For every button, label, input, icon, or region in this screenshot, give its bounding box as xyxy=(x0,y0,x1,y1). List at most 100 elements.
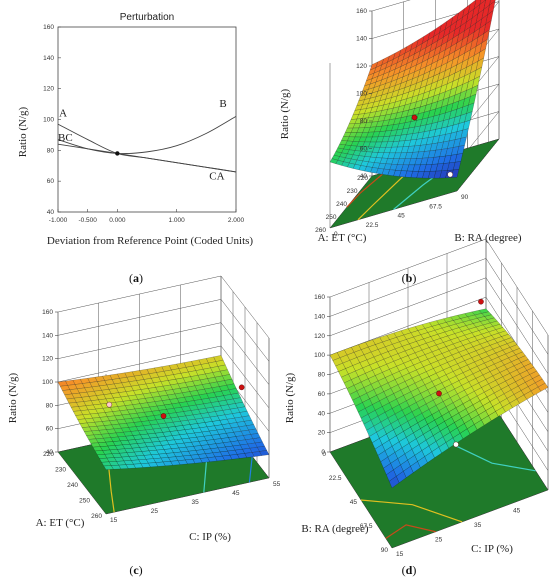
z-tick-label: 140 xyxy=(42,332,53,339)
x-axis-label: A: ET (°C) xyxy=(318,232,367,244)
series-label-BC: BC xyxy=(58,132,73,144)
design-point xyxy=(411,114,418,121)
design-point xyxy=(453,441,459,448)
caption-c: (c) xyxy=(129,563,142,577)
x-tick-label: 240 xyxy=(336,201,347,208)
x-tick-label: 250 xyxy=(326,214,337,221)
response-surface xyxy=(329,298,549,489)
z-axis-label: Ratio (N/g) xyxy=(279,88,291,139)
z-axis-label: Ratio (N/g) xyxy=(7,372,19,423)
z-tick-label: 120 xyxy=(42,356,53,363)
z-tick-label: 40 xyxy=(46,449,54,456)
x-tick-label: -1.000 xyxy=(49,217,68,224)
z-tick-label: 140 xyxy=(356,36,367,43)
back-wall-gridline xyxy=(371,0,411,12)
x-tick-label: 230 xyxy=(55,467,66,474)
z-tick-label: 60 xyxy=(360,146,368,153)
z-tick-label: 20 xyxy=(318,430,326,437)
x-tick-label: 1.000 xyxy=(169,217,186,224)
response-surface xyxy=(57,355,270,470)
y-tick-label: 60 xyxy=(47,178,55,185)
z-tick-label: 160 xyxy=(356,8,367,15)
caption-b: (b) xyxy=(402,271,417,285)
x-tick-label: 67.5 xyxy=(360,523,373,530)
y-tick-label: 80 xyxy=(47,147,55,154)
z-tick-label: 80 xyxy=(46,402,54,409)
y-tick-label: 45 xyxy=(513,508,521,515)
design-point xyxy=(436,390,442,397)
x-tick-label: 90 xyxy=(381,547,389,554)
surface-panel-c: 40 60 80 100 120 140 160 220 230 240 250 260 15 25 35 4… xyxy=(7,275,281,577)
y-axis-label: Ratio (N/g) xyxy=(17,106,29,157)
z-tick-label: 140 xyxy=(314,313,325,320)
x-tick-label: 240 xyxy=(67,482,78,489)
y-axis-label: B: RA (degree) xyxy=(454,232,522,244)
series-labels: A B BC CA xyxy=(58,98,227,182)
floor-contour-line xyxy=(360,499,463,523)
z-tick-label: 160 xyxy=(314,294,325,301)
x-tick-label: 230 xyxy=(347,188,358,195)
y-ticks: 40 60 80 100 120 140 160 xyxy=(43,24,61,216)
y-tick-label: 55 xyxy=(273,481,281,488)
series-line-C xyxy=(57,143,237,173)
x-axis-label: A: ET (°C) xyxy=(36,517,85,529)
y-tick-label: 45 xyxy=(398,213,406,220)
y-axis-label: C: IP (%) xyxy=(471,543,513,555)
y-tick-label: 35 xyxy=(474,522,482,529)
surface-panel-d: 020406080100120140160022.54567.590152535… xyxy=(284,238,549,577)
y-tick-label: 25 xyxy=(435,537,443,544)
x-tick-label: 2.000 xyxy=(228,217,245,224)
z-tick-label: 100 xyxy=(314,352,325,359)
x-tick-label: 0.000 xyxy=(109,217,126,224)
response-surface xyxy=(329,0,496,179)
x-axis-label: B: RA (degree) xyxy=(301,523,369,535)
z-axis-label: Ratio (N/g) xyxy=(284,372,296,423)
surface-cell xyxy=(329,158,338,164)
perturbation-panel: Perturbation Ratio (N/g) Deviation from … xyxy=(17,12,253,285)
x-tick-label: 220 xyxy=(43,451,54,458)
z-tick-label: 0 xyxy=(321,449,325,456)
z-tick-label: 100 xyxy=(356,91,367,98)
floor-contour-line xyxy=(248,456,253,483)
y-tick-label: 35 xyxy=(192,499,200,506)
reference-point xyxy=(115,151,120,156)
z-tick-label: 40 xyxy=(318,410,326,417)
x-tick-label: 250 xyxy=(79,498,90,505)
y-axis-label: C: IP (%) xyxy=(189,531,231,543)
x-tick-label: 0 xyxy=(322,451,326,458)
z-tick-label: 60 xyxy=(46,426,54,433)
floor-contour-line xyxy=(385,524,436,539)
z-tick-label: 80 xyxy=(318,372,326,379)
z-tick-label: 60 xyxy=(318,391,326,398)
y-tick-label: 0 xyxy=(334,231,338,238)
y-tick-label: 67.5 xyxy=(429,203,442,210)
y-tick-label: 25 xyxy=(151,508,159,515)
y-tick-label: 140 xyxy=(43,55,54,62)
x-ticks: -1.000 -0.500 0.000 1.000 2.000 xyxy=(49,209,245,224)
plot-frame xyxy=(57,26,237,213)
x-tick-label: 220 xyxy=(357,175,368,182)
surface-cell xyxy=(388,475,400,489)
design-point xyxy=(160,413,167,419)
z-tick-label: 120 xyxy=(356,63,367,70)
x-axis-label: Deviation from Reference Point (Coded Un… xyxy=(47,235,254,247)
y-tick-label: 160 xyxy=(43,24,54,31)
y-tick-label: 15 xyxy=(110,517,118,524)
series-label-CA: CA xyxy=(209,171,224,183)
axis-ticks: 020406080100120140160022.54567.590152535… xyxy=(314,294,521,558)
design-point xyxy=(447,171,454,178)
y-tick-label: 45 xyxy=(232,490,240,497)
y-tick-label: 100 xyxy=(43,117,54,124)
y-tick-label: 22.5 xyxy=(366,222,379,229)
z-tick-label: 40 xyxy=(360,173,368,180)
y-tick-label: 15 xyxy=(396,551,404,558)
surface-cell xyxy=(103,465,114,470)
x-tick-label: 45 xyxy=(350,499,358,506)
z-tick-label: 160 xyxy=(42,309,53,316)
x-tick-label: 260 xyxy=(315,227,326,234)
chart-title: Perturbation xyxy=(120,12,174,23)
series-label-B: B xyxy=(219,98,226,110)
